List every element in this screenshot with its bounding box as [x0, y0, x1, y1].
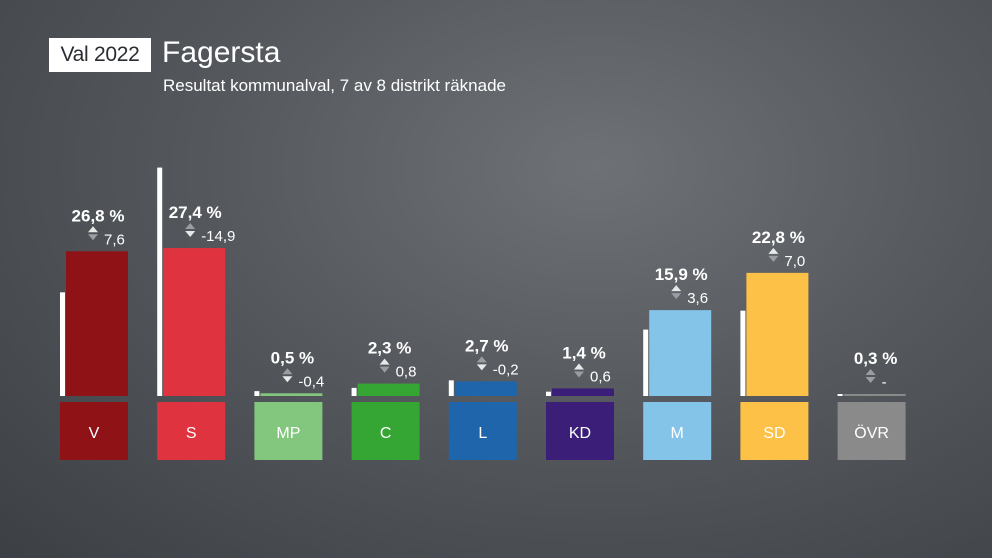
party-label-m: M	[671, 425, 684, 442]
party-box-l	[448, 402, 517, 460]
change-arrow-up-icon	[88, 226, 98, 233]
page-subtitle: Resultat kommunalval, 7 av 8 distrikt rä…	[163, 76, 506, 95]
change-arrow-down-icon	[768, 255, 779, 262]
party-label-ovr: ÖVR	[854, 424, 889, 442]
change-arrow-down-icon	[379, 366, 390, 373]
bar-l	[454, 381, 517, 396]
party-box-c	[351, 402, 420, 460]
party-label-l: L	[478, 425, 487, 442]
party-box-mp	[254, 402, 323, 460]
change-arrow-down-icon	[574, 371, 584, 378]
previous-bar-sd	[740, 310, 746, 396]
change-label-sd: 7,0	[784, 253, 805, 270]
party-box-s	[157, 402, 226, 460]
change-label-mp: -0,4	[298, 373, 324, 390]
party-box-ovr	[837, 402, 906, 460]
party-box-v	[60, 402, 128, 460]
change-arrow-down-icon	[88, 234, 98, 241]
change-arrow-down-icon	[282, 376, 293, 383]
change-label-v: 7,6	[104, 231, 125, 248]
previous-bar-ovr	[837, 394, 843, 396]
bar-m	[649, 310, 712, 396]
party-label-v: V	[89, 425, 100, 442]
party-box-sd	[740, 402, 809, 460]
change-arrow-up-icon	[768, 247, 779, 254]
bar-mp	[260, 393, 323, 396]
change-arrow-up-icon	[185, 223, 196, 230]
page-title: Fagersta	[162, 36, 281, 69]
percent-label-sd: 22,8 %	[752, 228, 805, 247]
party-label-mp: MP	[276, 425, 300, 442]
party-label-c: C	[380, 425, 392, 442]
change-arrow-up-icon	[865, 369, 876, 375]
previous-bar-v	[60, 292, 65, 396]
previous-bar-c	[351, 387, 357, 396]
percent-label-c: 2,3 %	[368, 339, 411, 358]
change-label-ovr: -	[882, 374, 887, 391]
percent-label-l: 2,7 %	[465, 336, 508, 355]
previous-bar-s	[157, 167, 163, 396]
bar-v	[66, 251, 128, 396]
change-label-c: 0,8	[396, 364, 417, 381]
change-arrow-up-icon	[379, 358, 390, 365]
change-arrow-up-icon	[282, 368, 293, 375]
previous-bar-mp	[254, 391, 260, 396]
party-label-s: S	[186, 425, 197, 442]
percent-label-v: 26,8 %	[72, 206, 125, 225]
percent-label-kd: 1,4 %	[562, 343, 605, 362]
change-label-kd: 0,6	[590, 368, 611, 385]
bar-ovr	[843, 394, 906, 396]
party-label-kd: KD	[569, 425, 591, 442]
bar-c	[357, 383, 420, 396]
change-label-m: 3,6	[687, 290, 708, 307]
change-arrow-up-icon	[574, 363, 584, 370]
change-arrow-down-icon	[671, 293, 682, 300]
percent-label-m: 15,9 %	[655, 265, 708, 284]
percent-label-ovr: 0,3 %	[854, 349, 897, 368]
previous-bar-kd	[546, 391, 551, 396]
bar-sd	[746, 272, 809, 396]
election-badge: Val 2022	[49, 38, 151, 72]
bar-s	[163, 248, 226, 396]
change-arrow-up-icon	[671, 285, 682, 292]
bar-kd	[552, 388, 614, 396]
party-label-sd: SD	[763, 425, 785, 442]
change-label-s: -14,9	[201, 228, 235, 245]
percent-label-mp: 0,5 %	[271, 348, 314, 367]
previous-bar-l	[448, 380, 454, 396]
party-box-m	[643, 402, 712, 460]
change-arrow-down-icon	[185, 231, 196, 238]
change-label-l: -0,2	[493, 361, 519, 378]
party-box-kd	[546, 402, 614, 460]
percent-label-s: 27,4 %	[169, 203, 222, 222]
change-arrow-up-icon	[476, 356, 487, 363]
previous-bar-m	[643, 329, 649, 396]
change-arrow-down-icon	[865, 377, 876, 383]
change-arrow-down-icon	[476, 364, 487, 371]
